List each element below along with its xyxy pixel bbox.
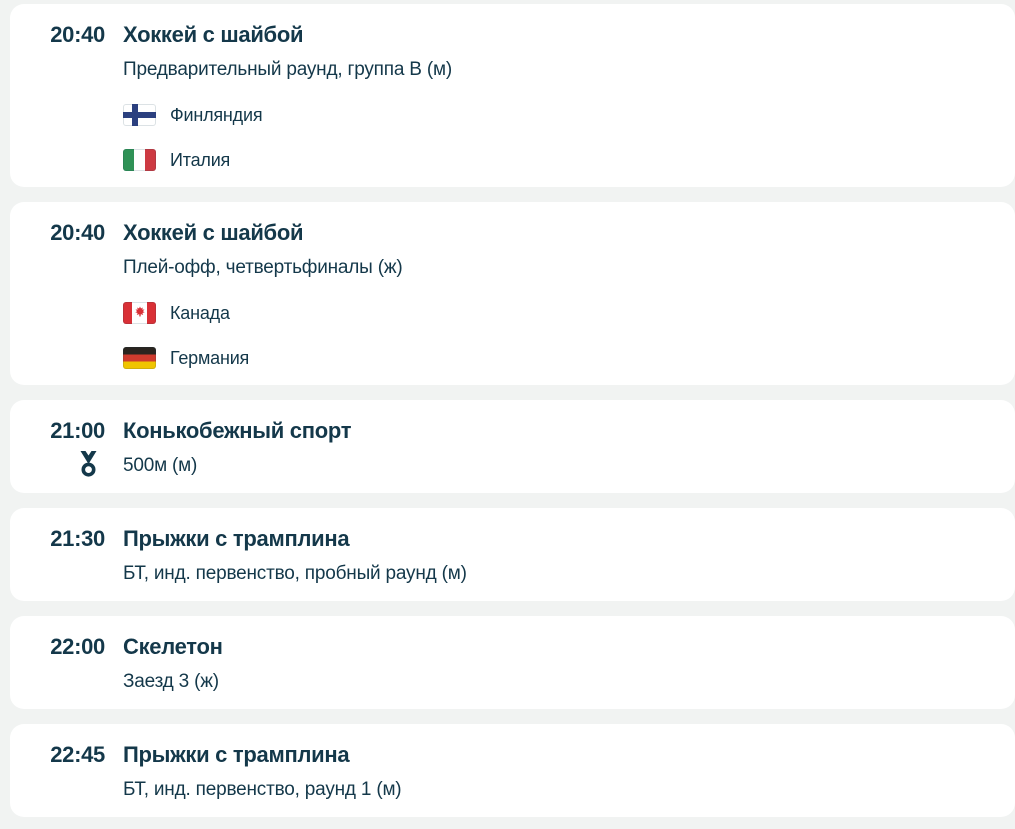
country-flag-icon <box>123 347 156 369</box>
event-card[interactable]: 22:45 Прыжки с трамплина БТ, инд. первен… <box>10 724 1015 817</box>
event-detail: Плей-офф, четвертьфиналы (ж) <box>123 257 403 278</box>
team-row: Финляндия <box>123 104 995 126</box>
team-row: Германия <box>123 347 995 369</box>
team-list: Финляндия Италия <box>123 104 995 171</box>
event-content: Хоккей с шайбой Предварительный раунд, г… <box>123 24 995 171</box>
event-detail: 500м (м) <box>123 455 198 476</box>
event-time-column: 20:40 <box>33 24 105 46</box>
event-card[interactable]: 20:40 Хоккей с шайбой Предварительный ра… <box>10 4 1015 187</box>
event-sport-title: Прыжки с трамплина <box>123 526 350 551</box>
team-list: Канада Германия <box>123 302 995 369</box>
team-name: Канада <box>170 303 230 323</box>
event-time-column: 21:00 <box>33 420 105 477</box>
team-name: Италия <box>170 150 231 170</box>
event-time: 22:00 <box>50 634 105 659</box>
event-time: 21:30 <box>50 526 105 551</box>
event-content: Хоккей с шайбой Плей-офф, четвертьфиналы… <box>123 222 995 369</box>
team-name: Финляндия <box>170 105 263 125</box>
event-card[interactable]: 22:00 Скелетон Заезд 3 (ж) <box>10 616 1015 709</box>
country-flag-icon <box>123 149 156 171</box>
event-detail: БТ, инд. первенство, пробный раунд (м) <box>123 563 467 584</box>
event-card[interactable]: 20:40 Хоккей с шайбой Плей-офф, четверть… <box>10 202 1015 385</box>
event-time-column: 22:00 <box>33 636 105 658</box>
event-sport-title: Конькобежный спорт <box>123 418 352 443</box>
event-card[interactable]: 21:00 Конькобежный спорт 500м (м) <box>10 400 1015 493</box>
event-time: 20:40 <box>50 22 105 47</box>
country-flag-icon <box>123 302 156 324</box>
event-time: 22:45 <box>50 742 105 767</box>
event-time-column: 22:45 <box>33 744 105 766</box>
event-detail: Заезд 3 (ж) <box>123 671 219 692</box>
event-sport-title: Хоккей с шайбой <box>123 22 304 47</box>
event-detail: Предварительный раунд, группа В (м) <box>123 59 452 80</box>
event-sport-title: Прыжки с трамплина <box>123 742 350 767</box>
event-time-column: 20:40 <box>33 222 105 244</box>
team-name: Германия <box>170 348 250 368</box>
event-sport-title: Скелетон <box>123 634 223 659</box>
team-row: Канада <box>123 302 995 324</box>
event-content: Скелетон Заезд 3 (ж) <box>123 636 995 693</box>
event-sport-title: Хоккей с шайбой <box>123 220 304 245</box>
event-card[interactable]: 21:30 Прыжки с трамплина БТ, инд. первен… <box>10 508 1015 601</box>
country-flag-icon <box>123 104 156 126</box>
event-time: 21:00 <box>50 418 105 443</box>
medal-icon <box>78 451 99 477</box>
event-detail: БТ, инд. первенство, раунд 1 (м) <box>123 779 402 800</box>
event-content: Конькобежный спорт 500м (м) <box>123 420 995 477</box>
event-content: Прыжки с трамплина БТ, инд. первенство, … <box>123 528 995 585</box>
event-time: 20:40 <box>50 220 105 245</box>
team-row: Италия <box>123 149 995 171</box>
event-content: Прыжки с трамплина БТ, инд. первенство, … <box>123 744 995 801</box>
event-time-column: 21:30 <box>33 528 105 550</box>
